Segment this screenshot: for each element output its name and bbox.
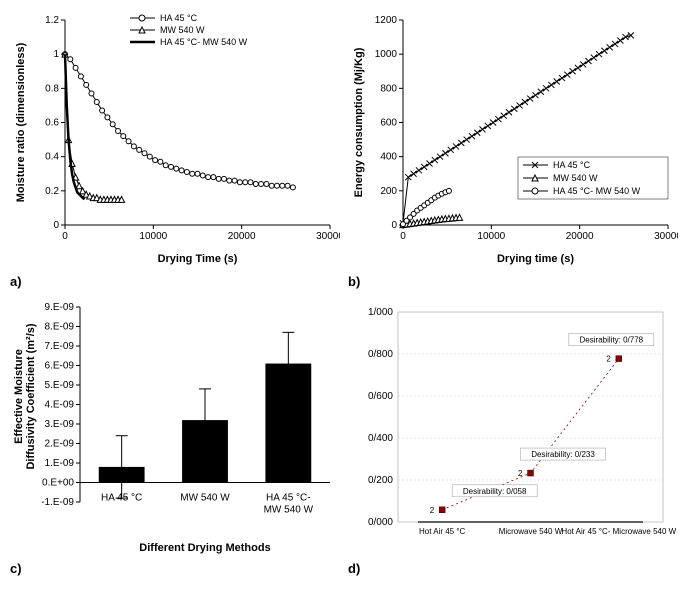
svg-text:200: 200 — [380, 186, 397, 197]
svg-text:HA 45 °C: HA 45 °C — [553, 160, 591, 170]
svg-text:Drying time (s): Drying time (s) — [497, 253, 574, 265]
chart-d: 0/000 0/200 0/400 0/600 0/800 1/000 2 Desirabil… — [348, 297, 678, 557]
svg-text:1/000: 1/000 — [368, 307, 393, 318]
svg-text:0/400: 0/400 — [368, 433, 393, 444]
panel-b-label: b) — [348, 274, 678, 289]
chart-c: -1.E-09 0.E+00 1.E-09 2.E-09 3.E-09 4.E-09 5.E… — [10, 297, 340, 557]
svg-text:MW 540 W: MW 540 W — [160, 25, 205, 35]
svg-text:Desirability: 0/778: Desirability: 0/778 — [580, 336, 644, 345]
svg-text:HA 45 °C-: HA 45 °C- — [266, 493, 311, 504]
svg-text:600: 600 — [380, 118, 397, 129]
chart-a: 0 10000 20000 30000 0 0.2 0.4 0.6 0.8 1 1.2 Drying … — [10, 10, 340, 270]
svg-text:8.E-09: 8.E-09 — [45, 322, 75, 333]
svg-text:Hot Air 45 °C- Microwave 540 W: Hot Air 45 °C- Microwave 540 W — [561, 527, 676, 536]
panel-b: 0 10000 20000 30000 0 200 400 600 800 1000 1200 Dry… — [348, 10, 678, 289]
svg-text:MW 540 W: MW 540 W — [264, 505, 314, 516]
svg-text:6.E-09: 6.E-09 — [45, 361, 75, 372]
figure-grid: 010000200003000000.20.40.60.811.2Drying … — [10, 10, 675, 576]
svg-text:4.E-09: 4.E-09 — [45, 400, 75, 411]
svg-text:7.E-09: 7.E-09 — [45, 341, 75, 352]
svg-text:MW 540 W: MW 540 W — [553, 173, 598, 183]
svg-text:Microwave 540 W: Microwave 540 W — [499, 527, 563, 536]
svg-text:MW 540 W: MW 540 W — [180, 493, 230, 504]
svg-text:Moisture ratio (dimensionless): Moisture ratio (dimensionless) — [15, 42, 27, 202]
svg-text:1.2: 1.2 — [45, 15, 59, 26]
svg-text:Energy consumption (Mj/Kg): Energy consumption (Mj/Kg) — [353, 47, 365, 197]
svg-text:2: 2 — [430, 506, 435, 515]
svg-text:HA 45 °C: HA 45 °C — [101, 493, 142, 504]
svg-text:30000: 30000 — [654, 231, 678, 242]
svg-text:2: 2 — [518, 469, 523, 478]
panel-d-label: d) — [348, 561, 678, 576]
svg-text:0: 0 — [62, 231, 68, 242]
svg-text:10000: 10000 — [139, 231, 167, 242]
svg-text:Drying Time (s): Drying Time (s) — [158, 253, 238, 265]
panel-d: 0/000 0/200 0/400 0/600 0/800 1/000 2 Desirabil… — [348, 297, 678, 576]
svg-text:Effective Moisture: Effective Moisture — [13, 349, 25, 444]
svg-text:0.6: 0.6 — [45, 118, 59, 129]
svg-text:0/000: 0/000 — [368, 517, 393, 528]
svg-text:HA 45 °C: HA 45 °C — [160, 13, 198, 23]
svg-text:0: 0 — [391, 220, 397, 231]
chart-b: 0 10000 20000 30000 0 200 400 600 800 1000 1200 Dry… — [348, 10, 678, 270]
svg-text:400: 400 — [380, 152, 397, 163]
svg-text:10000: 10000 — [477, 231, 505, 242]
svg-text:20000: 20000 — [228, 231, 256, 242]
svg-text:Different Drying Methods: Different Drying Methods — [139, 542, 270, 554]
svg-text:3.E-09: 3.E-09 — [45, 419, 75, 430]
svg-text:0/800: 0/800 — [368, 349, 393, 360]
svg-text:2: 2 — [606, 355, 611, 364]
svg-text:1000: 1000 — [375, 49, 398, 60]
svg-text:HA 45 °C- MW 540 W: HA 45 °C- MW 540 W — [160, 37, 248, 47]
svg-text:0/200: 0/200 — [368, 475, 393, 486]
panel-c: -1.E-09 0.E+00 1.E-09 2.E-09 3.E-09 4.E-09 5.E… — [10, 297, 340, 576]
svg-text:Diffusivity Coefficient (m²/s): Diffusivity Coefficient (m²/s) — [25, 323, 37, 469]
svg-text:30000: 30000 — [316, 231, 340, 242]
svg-text:800: 800 — [380, 83, 397, 94]
svg-text:HA 45 °C- MW 540 W: HA 45 °C- MW 540 W — [553, 186, 641, 196]
svg-text:0.2: 0.2 — [45, 186, 59, 197]
svg-text:Desirability: 0/058: Desirability: 0/058 — [463, 487, 527, 496]
svg-text:0.8: 0.8 — [45, 83, 59, 94]
svg-text:0: 0 — [53, 220, 59, 231]
svg-text:-1.E-09: -1.E-09 — [41, 497, 74, 508]
svg-text:2.E-09: 2.E-09 — [45, 439, 75, 450]
svg-text:Hot Air 45 °C: Hot Air 45 °C — [419, 527, 466, 536]
svg-text:5.E-09: 5.E-09 — [45, 380, 75, 391]
svg-text:0: 0 — [400, 231, 406, 242]
panel-a-label: a) — [10, 274, 340, 289]
svg-text:1200: 1200 — [375, 15, 398, 26]
panel-a: 0 10000 20000 30000 0 0.2 0.4 0.6 0.8 1 1.2 Drying … — [10, 10, 340, 289]
svg-text:0.4: 0.4 — [45, 152, 59, 163]
svg-text:0/600: 0/600 — [368, 391, 393, 402]
svg-text:9.E-09: 9.E-09 — [45, 302, 75, 313]
panel-c-label: c) — [10, 561, 340, 576]
svg-text:20000: 20000 — [566, 231, 594, 242]
svg-text:0.E+00: 0.E+00 — [42, 478, 74, 489]
svg-text:1.E-09: 1.E-09 — [45, 458, 75, 469]
svg-text:Desirability: 0/233: Desirability: 0/233 — [531, 450, 595, 459]
svg-text:1: 1 — [53, 49, 59, 60]
